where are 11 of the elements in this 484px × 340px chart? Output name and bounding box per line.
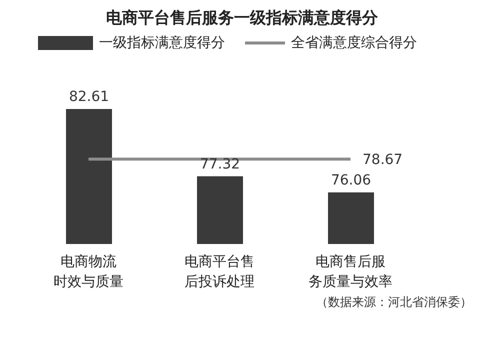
data-label: 82.61 (68, 89, 110, 105)
x-tick-label: 电商售后服务质量与效率 (308, 254, 392, 290)
legend-label: 一级指标满意度得分 (99, 34, 225, 52)
data-label: 77.32 (200, 156, 240, 172)
x-tick-label: 电商平台售后投诉处理 (184, 254, 254, 290)
legend-label: 全省满意度综合得分 (291, 34, 417, 52)
text: （数据来源：河北省消保委） (315, 294, 473, 311)
x-tick-label: 电商物流时效与质量 (54, 254, 124, 290)
data-label: 76.06 (330, 172, 372, 188)
data-label: 78.67 (362, 152, 403, 168)
chart-title: 电商平台售后服务一级指标满意度得分 (105, 8, 379, 29)
